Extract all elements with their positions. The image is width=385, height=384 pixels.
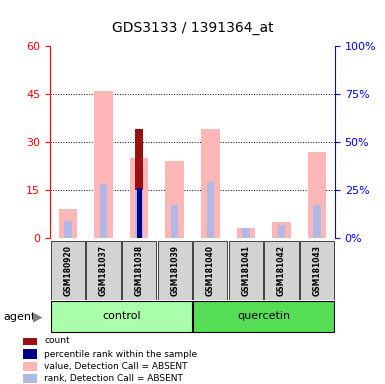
FancyBboxPatch shape <box>300 241 334 300</box>
FancyBboxPatch shape <box>193 301 334 332</box>
Bar <box>272 222 291 238</box>
Text: GSM181040: GSM181040 <box>206 245 215 296</box>
Text: quercetin: quercetin <box>237 311 290 321</box>
Bar <box>23 362 37 371</box>
Text: GDS3133 / 1391364_at: GDS3133 / 1391364_at <box>112 21 273 35</box>
Text: GSM181043: GSM181043 <box>313 245 321 296</box>
Text: rank, Detection Call = ABSENT: rank, Detection Call = ABSENT <box>44 374 183 383</box>
Bar <box>171 205 178 238</box>
Bar <box>242 228 249 238</box>
Bar <box>59 209 77 238</box>
Text: GSM181037: GSM181037 <box>99 245 108 296</box>
Bar <box>236 228 255 238</box>
Bar <box>207 182 214 238</box>
Bar <box>100 184 107 238</box>
Text: control: control <box>102 311 141 321</box>
Text: agent: agent <box>4 312 36 322</box>
Bar <box>23 336 37 345</box>
Bar <box>201 129 220 238</box>
Text: ▶: ▶ <box>33 310 42 323</box>
Bar <box>23 349 37 359</box>
Text: GSM180920: GSM180920 <box>64 245 72 296</box>
FancyBboxPatch shape <box>122 241 156 300</box>
Bar <box>313 205 321 238</box>
FancyBboxPatch shape <box>229 241 263 300</box>
FancyBboxPatch shape <box>264 241 299 300</box>
Text: GSM181039: GSM181039 <box>170 245 179 296</box>
Bar <box>136 190 143 238</box>
FancyBboxPatch shape <box>193 241 228 300</box>
Bar <box>23 374 37 383</box>
Bar <box>137 188 142 238</box>
Text: count: count <box>44 336 70 345</box>
Text: GSM181038: GSM181038 <box>135 245 144 296</box>
Bar <box>135 129 144 238</box>
Text: percentile rank within the sample: percentile rank within the sample <box>44 349 197 359</box>
Bar <box>94 91 113 238</box>
FancyBboxPatch shape <box>51 241 85 300</box>
Text: GSM181041: GSM181041 <box>241 245 250 296</box>
FancyBboxPatch shape <box>157 241 192 300</box>
Bar <box>130 158 149 238</box>
FancyBboxPatch shape <box>86 241 121 300</box>
Bar <box>165 161 184 238</box>
FancyBboxPatch shape <box>51 301 192 332</box>
Bar <box>278 225 285 238</box>
Bar <box>64 221 72 238</box>
Text: GSM181042: GSM181042 <box>277 245 286 296</box>
Bar <box>308 152 326 238</box>
Text: value, Detection Call = ABSENT: value, Detection Call = ABSENT <box>44 362 187 371</box>
